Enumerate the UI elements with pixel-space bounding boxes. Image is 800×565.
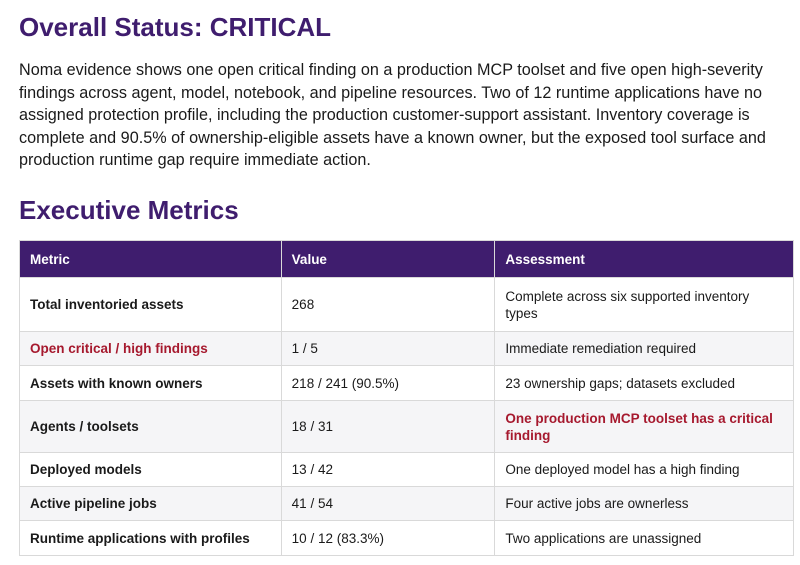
table-header-row: Metric Value Assessment <box>19 240 794 278</box>
metric-cell: Deployed models <box>19 452 282 487</box>
column-header-assessment: Assessment <box>494 240 794 278</box>
value-cell: 10 / 12 (83.3%) <box>280 520 496 556</box>
table-row: Active pipeline jobs 41 / 54 Four active… <box>19 486 794 521</box>
metric-cell: Active pipeline jobs <box>19 486 282 521</box>
table-row: Agents / toolsets 18 / 31 One production… <box>19 400 794 453</box>
value-cell: 268 <box>280 277 496 332</box>
assessment-cell: Immediate remediation required <box>494 331 794 366</box>
status-summary: Noma evidence shows one open critical fi… <box>19 61 766 169</box>
column-header-value: Value <box>280 240 496 278</box>
assessment-cell: 23 ownership gaps; datasets excluded <box>494 365 794 401</box>
table-row: Deployed models 13 / 42 One deployed mod… <box>19 452 794 487</box>
table-row: Total inventoried assets 268 Complete ac… <box>19 277 794 332</box>
assessment-cell: Four active jobs are ownerless <box>494 486 794 521</box>
table-row: Runtime applications with profiles 10 / … <box>19 520 794 556</box>
assessment-cell: Complete across six supported inventory … <box>494 277 794 332</box>
value-cell: 18 / 31 <box>280 400 496 453</box>
executive-metrics-table: Metric Value Assessment Total inventorie… <box>19 240 794 556</box>
table-row: Open critical / high findings 1 / 5 Imme… <box>19 331 794 366</box>
metric-cell: Total inventoried assets <box>19 277 282 332</box>
value-cell: 218 / 241 (90.5%) <box>280 365 496 401</box>
value-cell: 1 / 5 <box>280 331 496 366</box>
assessment-cell: One production MCP toolset has a critica… <box>494 400 794 453</box>
assessment-cell: Two applications are unassigned <box>494 520 794 556</box>
metric-cell: Assets with known owners <box>19 365 282 401</box>
metric-cell: Runtime applications with profiles <box>19 520 282 556</box>
executive-metrics-heading: Executive Metrics <box>19 195 239 225</box>
table-row: Assets with known owners 218 / 241 (90.5… <box>19 365 794 401</box>
value-cell: 13 / 42 <box>280 452 496 487</box>
metric-cell: Agents / toolsets <box>19 400 282 453</box>
metric-cell: Open critical / high findings <box>19 331 282 366</box>
value-cell: 41 / 54 <box>280 486 496 521</box>
column-header-metric: Metric <box>19 240 282 278</box>
overall-status-heading: Overall Status: CRITICAL <box>19 12 332 42</box>
assessment-cell: One deployed model has a high finding <box>494 452 794 487</box>
